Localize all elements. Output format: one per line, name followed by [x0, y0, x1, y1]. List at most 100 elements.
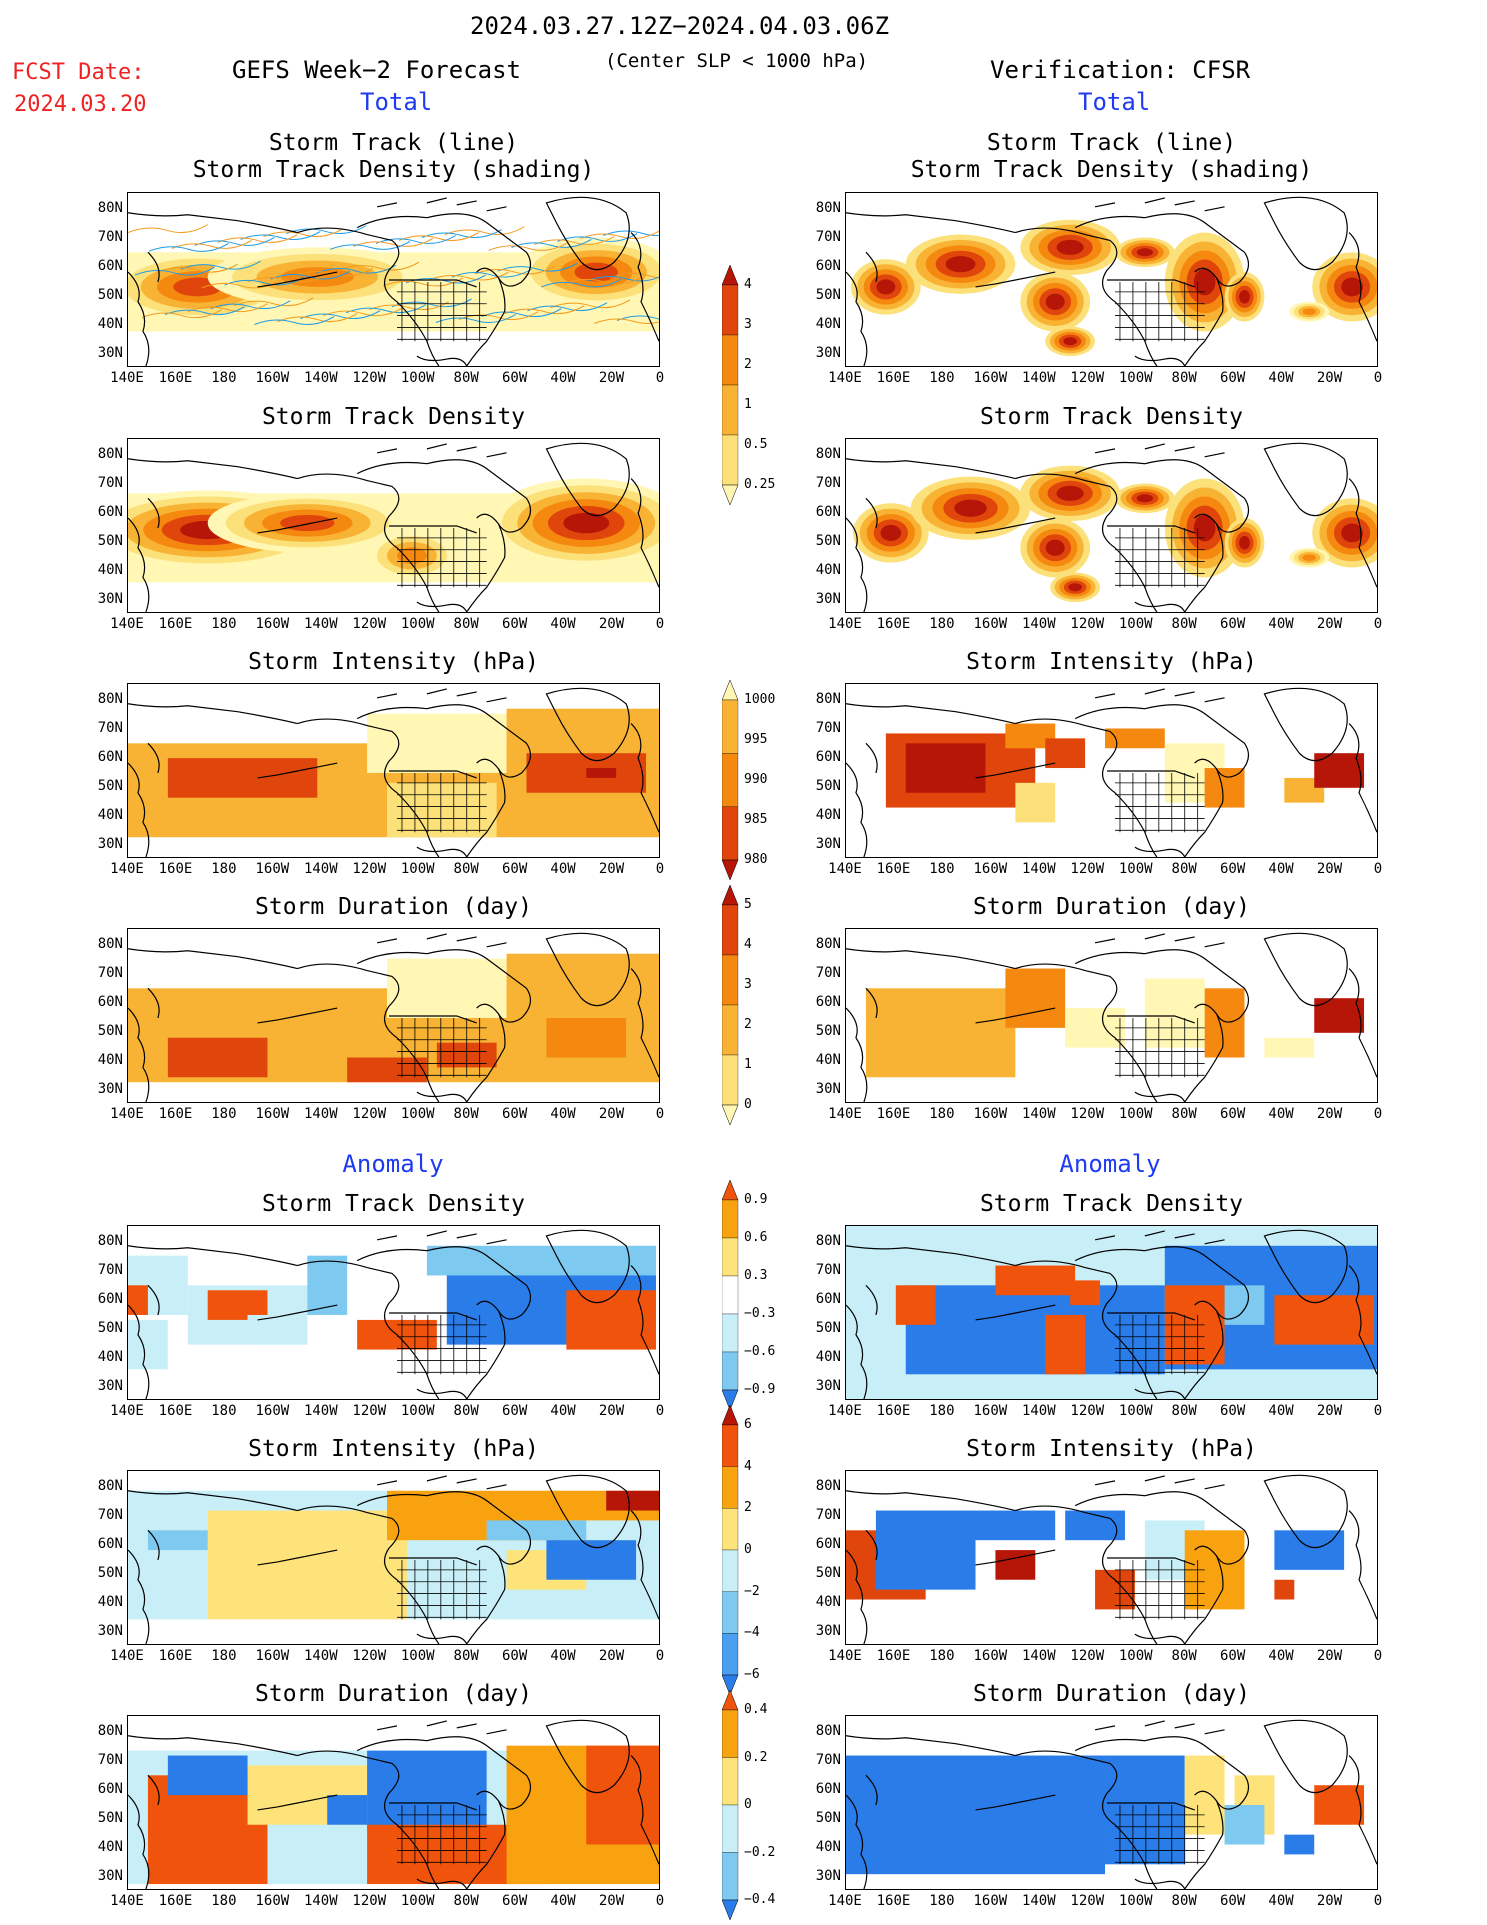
shade-cell	[167, 758, 318, 798]
shade-cell	[387, 958, 507, 1018]
density-spot	[1312, 252, 1377, 322]
lat-tick-label: 70N	[815, 229, 841, 245]
panel-title-forecast-1-0: Storm Track Density	[261, 404, 526, 430]
colorbar-tick-label: 0.4	[744, 1702, 768, 1717]
lon-tick-label: 100W	[400, 1106, 435, 1122]
lon-tick-label: 160W	[973, 1648, 1008, 1664]
lat-tick-label: 80N	[815, 936, 841, 952]
lon-tick-label: 60W	[501, 616, 528, 632]
coastline	[128, 196, 659, 366]
map-forecast-6	[127, 1715, 660, 1890]
lat-tick-label: 60N	[97, 1291, 123, 1307]
lat-tick-label: 40N	[97, 1839, 123, 1855]
lon-tick-label: 140W	[1021, 370, 1056, 386]
lat-tick-label: 60N	[97, 994, 123, 1010]
lat-tick-label: 30N	[815, 836, 841, 852]
lon-tick-label: 80W	[1171, 1648, 1197, 1664]
lon-tick-label: 160W	[973, 616, 1008, 632]
lat-tick-label: 30N	[815, 1081, 841, 1097]
state-boundaries	[396, 1559, 487, 1620]
lat-tick-label: 30N	[97, 1081, 123, 1097]
colorbar-tick-label: 1	[744, 1057, 752, 1072]
lon-tick-label: 100W	[400, 616, 435, 632]
lat-tick-label: 40N	[97, 1349, 123, 1365]
panel-title-forecast-5-0: Storm Intensity (hPa)	[248, 1436, 539, 1462]
colorbar-tick-label: 4	[744, 937, 752, 952]
colorbar-cap-bottom	[721, 1104, 739, 1126]
colorbar-tick-label: 3	[744, 977, 752, 992]
lon-tick-label: 40W	[550, 1648, 576, 1664]
lon-tick-label: 100W	[400, 1648, 435, 1664]
density-spot	[1114, 237, 1175, 268]
lat-tick-label: 30N	[97, 1868, 123, 1884]
map-forecast-0	[127, 192, 660, 367]
lon-tick-label: 40W	[1268, 1403, 1294, 1419]
density-max-pacific	[207, 493, 407, 553]
shade-cell	[347, 1057, 427, 1083]
gefs-title: GEFS Week−2 Forecast	[232, 56, 521, 84]
colorbar-tick-label: 995	[744, 732, 768, 747]
lon-tick-label: 140W	[303, 1893, 338, 1909]
lon-tick-label: 60W	[1219, 616, 1246, 632]
lat-tick-label: 50N	[815, 1810, 841, 1826]
lat-tick-label: 30N	[97, 345, 123, 361]
density-spot	[910, 476, 1031, 540]
lat-tick-label: 40N	[97, 1052, 123, 1068]
lon-tick-label: 100W	[1118, 1648, 1153, 1664]
lon-tick-label: 140E	[110, 370, 144, 386]
lon-tick-label: 180	[929, 861, 955, 877]
panel-title-verification-1-0: Storm Track Density	[979, 404, 1244, 430]
lon-tick-label: 140W	[1021, 1403, 1056, 1419]
density-max-us	[367, 530, 457, 581]
map-verification-4	[845, 1225, 1378, 1400]
panel-title-verification-6-0: Storm Duration (day)	[973, 1681, 1250, 1707]
lon-tick-label: 60W	[1219, 1648, 1246, 1664]
shade-cell	[1070, 1280, 1101, 1306]
colorbar-tick-label: 0	[744, 1797, 752, 1812]
lat-tick-label: 50N	[815, 1565, 841, 1581]
state-boundaries	[1114, 527, 1205, 588]
density-max-atlantic	[516, 237, 659, 307]
lat-tick-label: 70N	[97, 1752, 123, 1768]
shade-cell	[1105, 1755, 1185, 1865]
lat-tick-label: 80N	[97, 1723, 123, 1739]
lat-tick-label: 70N	[97, 965, 123, 981]
state-boundaries	[396, 1314, 487, 1375]
lon-tick-label: 180	[929, 1648, 955, 1664]
lon-tick-label: 140W	[303, 370, 338, 386]
shade-cell	[1105, 728, 1165, 749]
state-boundaries	[396, 281, 487, 342]
lon-tick-label: 120W	[1070, 1106, 1105, 1122]
state-boundaries	[396, 1017, 487, 1078]
lat-tick-label: 40N	[815, 562, 841, 578]
colorbar-tick-label: −0.9	[744, 1382, 776, 1397]
shade-cell	[167, 1037, 268, 1078]
state-boundaries	[1114, 1314, 1205, 1375]
colorbar-segment	[721, 753, 739, 807]
colorbar-tick-label: 0.3	[744, 1268, 768, 1283]
lon-tick-label: 60W	[501, 1648, 528, 1664]
lon-tick-label: 20W	[1316, 616, 1343, 632]
colorbar-segment	[721, 954, 739, 1006]
lon-tick-label: 140W	[1021, 861, 1056, 877]
lon-tick-label: 80W	[1171, 1893, 1197, 1909]
lon-tick-label: 40W	[1268, 1893, 1294, 1909]
shade-cell	[1204, 988, 1245, 1058]
lon-tick-label: 20W	[598, 370, 625, 386]
coastline	[128, 442, 659, 612]
density-spot	[1050, 572, 1101, 603]
colorbar-cap-bottom	[721, 1389, 739, 1411]
lon-tick-label: 60W	[1219, 1106, 1246, 1122]
lon-tick-label: 180	[211, 370, 237, 386]
lat-tick-label: 60N	[815, 1781, 841, 1797]
lon-tick-label: 160W	[973, 370, 1008, 386]
map-verification-3	[845, 928, 1378, 1103]
lon-tick-label: 0	[1373, 1648, 1383, 1664]
lat-tick-label: 50N	[97, 778, 123, 794]
lon-tick-label: 160E	[158, 861, 193, 877]
lon-tick-label: 80W	[453, 616, 479, 632]
shade-cell	[1274, 1530, 1345, 1570]
lat-tick-label: 50N	[97, 1565, 123, 1581]
lon-tick-label: 80W	[1171, 1106, 1197, 1122]
shade-cell	[1065, 1008, 1125, 1048]
